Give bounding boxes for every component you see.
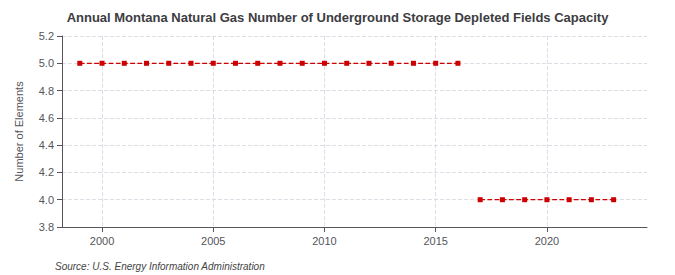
svg-text:4.8: 4.8 [39,85,54,97]
svg-text:4.2: 4.2 [39,166,54,178]
svg-text:4.4: 4.4 [39,139,54,151]
svg-text:2010: 2010 [312,235,336,247]
svg-text:2020: 2020 [535,235,559,247]
svg-text:5.0: 5.0 [39,57,54,69]
svg-text:Source: U.S. Energy Informatio: Source: U.S. Energy Information Administ… [55,261,265,272]
svg-text:5.2: 5.2 [39,30,54,42]
svg-text:2015: 2015 [423,235,447,247]
svg-text:3.8: 3.8 [39,221,54,233]
svg-text:Annual Montana Natural Gas Num: Annual Montana Natural Gas Number of Und… [67,10,610,25]
svg-text:2000: 2000 [90,235,114,247]
svg-text:4.6: 4.6 [39,112,54,124]
svg-text:4.0: 4.0 [39,194,54,206]
svg-text:Number of Elements: Number of Elements [13,81,25,182]
svg-text:2005: 2005 [201,235,225,247]
